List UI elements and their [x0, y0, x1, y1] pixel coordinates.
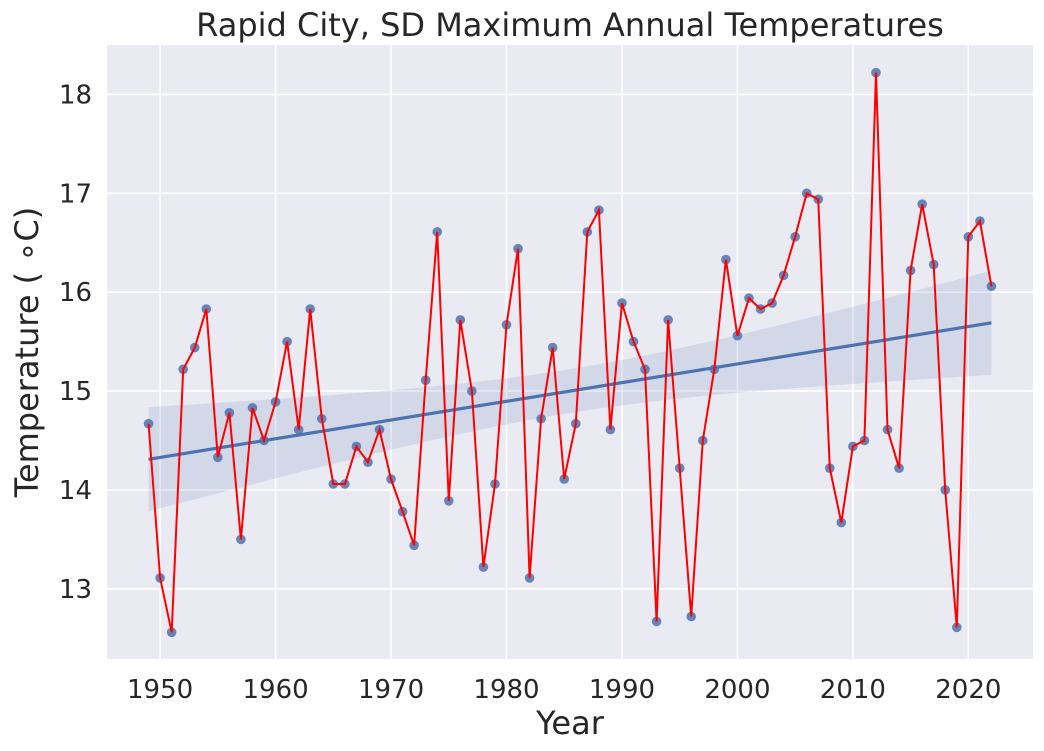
x-tick-label: 1980 — [473, 675, 539, 705]
regression-line-path — [148, 321, 992, 461]
x-tick-label: 1960 — [242, 675, 308, 705]
x-axis-ticks: 1950 1960 1970 1980 1990 2000 2010 2020 — [127, 675, 1001, 705]
temperature-line — [147, 72, 993, 633]
data-point — [143, 418, 154, 429]
x-tick-label: 2020 — [935, 675, 1001, 705]
regression-line — [148, 321, 992, 461]
x-tick-label: 2000 — [704, 675, 770, 705]
x-tick-label: 2010 — [820, 675, 886, 705]
x-axis-label: Year — [535, 704, 605, 742]
data-point — [986, 281, 997, 292]
chart-title: Rapid City, SD Maximum Annual Temperatur… — [196, 6, 944, 44]
y-tick-label: 15 — [59, 377, 92, 407]
y-axis-ticks: 13 14 15 16 17 18 — [59, 80, 92, 604]
temperature-series — [143, 67, 997, 638]
x-tick-label: 1990 — [589, 675, 655, 705]
y-tick-label: 16 — [59, 278, 92, 308]
x-tick-label: 1950 — [127, 675, 193, 705]
x-tick-label: 1970 — [358, 675, 424, 705]
y-axis-label: Temperature ( ∘C) — [8, 207, 46, 498]
y-tick-label: 14 — [59, 476, 92, 506]
y-tick-label: 17 — [59, 179, 92, 209]
y-tick-label: 18 — [59, 80, 92, 110]
y-tick-label: 13 — [59, 575, 92, 605]
